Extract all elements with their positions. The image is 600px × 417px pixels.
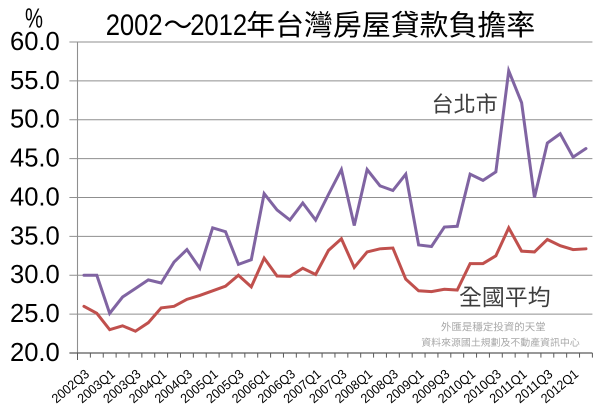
- svg-text:2012: 2012: [190, 9, 247, 42]
- svg-text:60.0: 60.0: [10, 28, 60, 56]
- svg-text:40.0: 40.0: [10, 183, 60, 211]
- svg-text:20.0: 20.0: [10, 339, 60, 367]
- svg-text:45.0: 45.0: [10, 145, 60, 173]
- svg-text:%: %: [25, 3, 43, 34]
- svg-text:50.0: 50.0: [10, 106, 60, 134]
- svg-text:30.0: 30.0: [10, 261, 60, 289]
- svg-text:25.0: 25.0: [10, 300, 60, 328]
- svg-text:35.0: 35.0: [10, 222, 60, 250]
- svg-text:55.0: 55.0: [10, 67, 60, 95]
- svg-text:2002: 2002: [106, 9, 163, 42]
